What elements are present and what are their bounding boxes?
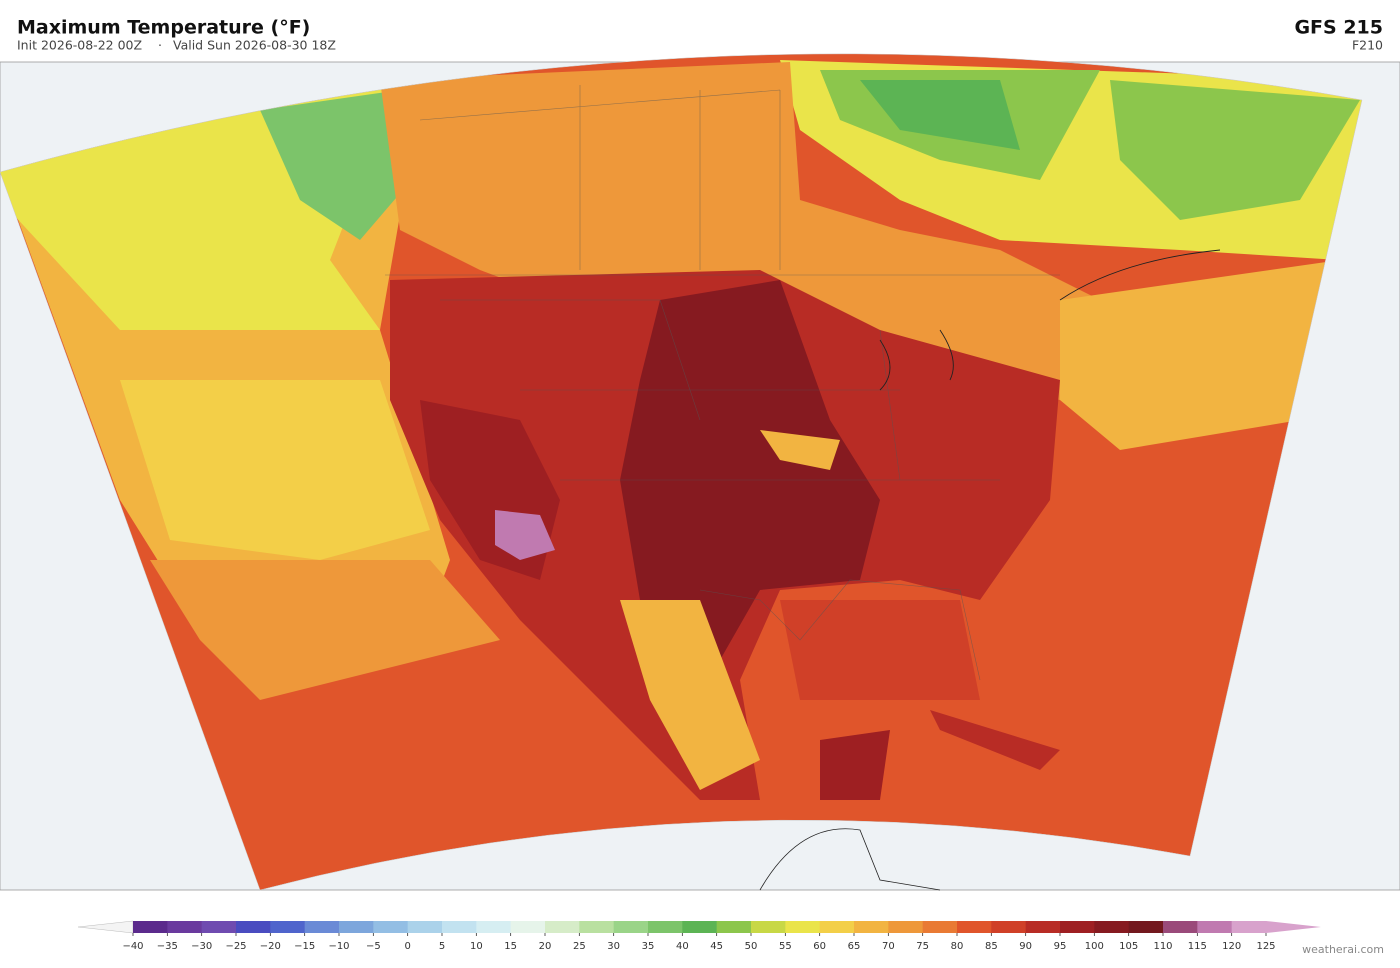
central-america-coast: [759, 828, 941, 891]
colorbar-bin: [510, 921, 546, 933]
colorbar-tick-label: 15: [504, 941, 517, 952]
init-time: Init 2026-08-22 00Z: [17, 38, 142, 53]
colorbar-tick-label: −15: [294, 941, 315, 952]
domain-edge: [0, 53, 1363, 891]
colorbar-tick-label: 40: [676, 941, 689, 952]
colorbar-tick-label: −25: [225, 941, 246, 952]
colorbar-bin: [339, 921, 374, 933]
colorbar-bin: [1060, 921, 1095, 933]
colorbar-tick-label: 10: [470, 941, 483, 952]
title: Maximum Temperature (°F): [17, 17, 310, 39]
colorbar-bin: [1197, 921, 1233, 933]
colorbar-bin: [201, 921, 237, 933]
colorbar-tick-label: 95: [1054, 941, 1067, 952]
colorbar-tick-label: 80: [951, 941, 964, 952]
colorbar-tick-label: 60: [813, 941, 826, 952]
temperature-field: [0, 53, 1362, 891]
colorbar-bin: [716, 921, 752, 933]
colorbar-bin: [545, 921, 580, 933]
colorbar-bin: [1094, 921, 1130, 933]
colorbar-tick-label: 100: [1085, 941, 1104, 952]
colorbar-tick-label: 30: [607, 941, 620, 952]
colorbar-tick-label: −35: [157, 941, 178, 952]
colorbar-bin: [1128, 921, 1164, 933]
colorbar-bin: [373, 921, 409, 933]
colorbar-tick-label: 120: [1222, 941, 1241, 952]
colorbar-tick-label: 0: [404, 941, 410, 952]
colorbar-bin: [579, 921, 615, 933]
colorbar-tick-label: −40: [122, 941, 143, 952]
credit: weatherai.com: [1302, 943, 1384, 956]
colorbar: −40 −35 −30 −25 −20 −15 −10 −5 0 5 10 15 20 25 30 35 40 4…: [77, 920, 1321, 952]
colorbar-bin: [751, 921, 786, 933]
coastlines: [879, 249, 1221, 391]
colorbar-bin: [957, 921, 992, 933]
colorbar-tick-label: 110: [1153, 941, 1172, 952]
colorbar-tick-label: 105: [1119, 941, 1138, 952]
colorbar-over: [1266, 921, 1321, 933]
colorbar-tick-label: 65: [848, 941, 861, 952]
colorbar-tick-label: −30: [191, 941, 212, 952]
model-label: GFS 215: [1294, 17, 1383, 39]
colorbar-tick-label: 75: [916, 941, 929, 952]
colorbar-bin: [785, 921, 821, 933]
colorbar-bin: [854, 921, 889, 933]
colorbar-bin: [1025, 921, 1061, 933]
colorbar-tick-label: −10: [328, 941, 349, 952]
borders: [385, 85, 1060, 681]
colorbar-tick-label: 45: [710, 941, 723, 952]
colorbar-bin: [442, 921, 477, 933]
colorbar-bin: [304, 921, 340, 933]
colorbar-tick-label: 25: [573, 941, 586, 952]
colorbar-tick-label: −20: [260, 941, 281, 952]
map: [0, 53, 1400, 891]
colorbar-bin: [407, 921, 443, 933]
colorbar-tick-label: 90: [1019, 941, 1032, 952]
colorbar-tick-label: 50: [745, 941, 758, 952]
colorbar-tick-label: 115: [1188, 941, 1207, 952]
colorbar-bin: [922, 921, 958, 933]
colorbar-bin: [167, 921, 203, 933]
colorbar-bin: [236, 921, 271, 933]
colorbar-tick-label: −5: [366, 941, 381, 952]
colorbar-bin: [648, 921, 683, 933]
colorbar-tick-label: 55: [779, 941, 792, 952]
colorbar-tick-label: 20: [539, 941, 552, 952]
colorbar-tick-label: 125: [1256, 941, 1275, 952]
colorbar-tick-label: 35: [642, 941, 655, 952]
separator: ·: [158, 38, 162, 53]
colorbar-bin: [613, 921, 649, 933]
forecast-hour: F210: [1352, 38, 1383, 53]
colorbar-tick-label: 5: [439, 941, 445, 952]
colorbar-bin: [1231, 921, 1267, 933]
colorbar-bin: [476, 921, 512, 933]
colorbar-bin: [991, 921, 1027, 933]
colorbar-under: [77, 920, 134, 934]
colorbar-bin: [888, 921, 924, 933]
colorbar-tick-label: 85: [985, 941, 998, 952]
valid-time: Valid Sun 2026-08-30 18Z: [173, 38, 336, 53]
colorbar-bin: [270, 921, 306, 933]
colorbar-bin: [133, 921, 168, 933]
colorbar-bin: [1163, 921, 1198, 933]
colorbar-tick-label: 70: [882, 941, 895, 952]
colorbar-bin: [682, 921, 718, 933]
colorbar-bin: [819, 921, 855, 933]
